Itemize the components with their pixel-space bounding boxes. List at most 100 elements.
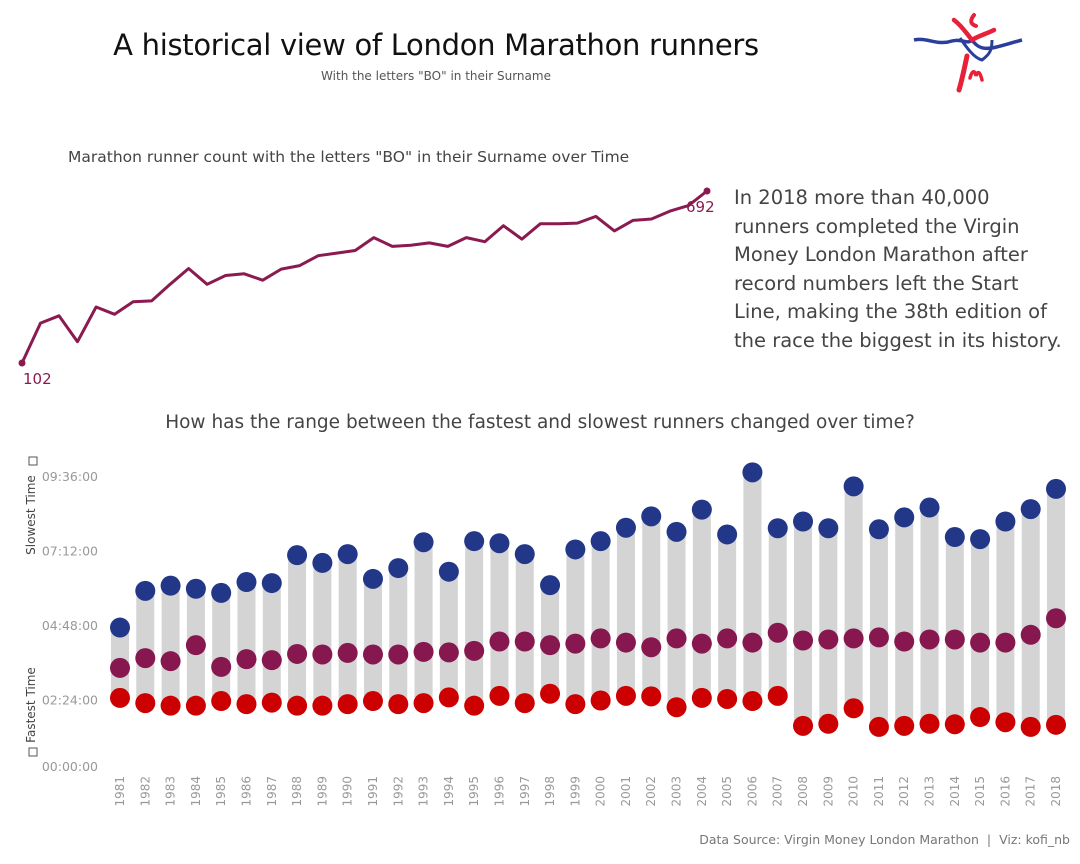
range-bar-1996: [490, 543, 509, 696]
middle-dot-1989: [312, 644, 333, 665]
slowest-dot-2008: [793, 511, 814, 532]
fastest-dot-1993: [413, 693, 434, 714]
x-tick-label: 1996: [492, 776, 506, 807]
slowest-dot-1993: [413, 532, 434, 553]
x-tick-label: 1999: [568, 776, 582, 807]
fastest-dot-1991: [362, 691, 383, 712]
slowest-dot-2015: [970, 529, 991, 550]
slowest-dot-1995: [464, 531, 485, 552]
x-tick-label: 1991: [366, 776, 380, 807]
x-tick-label: 1982: [138, 776, 152, 807]
middle-dot-1990: [337, 642, 358, 663]
fastest-dot-1982: [135, 693, 156, 714]
slowest-dot-1983: [160, 575, 181, 596]
x-tick-label: 2004: [695, 776, 709, 807]
range-bar-2013: [920, 507, 939, 724]
fastest-dot-2018: [1046, 714, 1066, 735]
middle-dot-2006: [742, 632, 763, 653]
middle-dot-1995: [464, 640, 485, 661]
sort-icon: [28, 456, 38, 466]
x-tick-label: 2013: [923, 776, 937, 807]
middle-dot-1997: [514, 631, 535, 652]
x-tick-label: 1984: [189, 776, 203, 807]
x-tick-label: 1989: [315, 776, 329, 807]
sort-icon: [28, 747, 38, 757]
slowest-dot-1991: [362, 568, 383, 589]
fastest-dot-2008: [793, 715, 814, 736]
x-tick-label: 1987: [265, 776, 279, 807]
slowest-dot-1988: [287, 545, 308, 566]
fastest-dot-1990: [337, 694, 358, 715]
slowest-dot-2000: [590, 531, 611, 552]
middle-dot-1984: [185, 635, 206, 656]
range-bar-1989: [313, 562, 332, 706]
range-bar-2001: [616, 527, 635, 696]
slowest-dot-2012: [894, 507, 915, 528]
x-tick-label: 2014: [948, 776, 962, 807]
slowest-dot-2005: [717, 524, 738, 545]
info-text: In 2018 more than 40,000 runners complet…: [734, 184, 1074, 355]
x-tick-label: 2000: [594, 776, 608, 807]
slowest-dot-1984: [185, 578, 206, 599]
slowest-dot-2010: [843, 476, 864, 497]
middle-dot-1988: [287, 643, 308, 664]
middle-dot-1994: [438, 642, 459, 663]
fastest-dot-2016: [995, 712, 1016, 733]
middle-dot-1999: [565, 633, 586, 654]
data-point-1981: [18, 359, 26, 367]
middle-dot-1991: [362, 644, 383, 665]
middle-dot-2013: [919, 629, 940, 650]
middle-dot-1993: [413, 641, 434, 662]
range-bar-2017: [1021, 509, 1040, 727]
middle-dot-1996: [489, 631, 510, 652]
x-tick-label: 2003: [670, 776, 684, 807]
range-bar-1991: [363, 578, 382, 702]
range-bar-2006: [743, 472, 762, 702]
slowest-dot-2017: [1020, 499, 1041, 520]
middle-dot-2003: [666, 628, 687, 649]
fastest-dot-2014: [944, 714, 965, 735]
middle-dot-2000: [590, 628, 611, 649]
x-tick-label: 1995: [467, 776, 481, 807]
page-title: A historical view of London Marathon run…: [113, 28, 759, 62]
fastest-dot-2009: [818, 713, 839, 734]
range-bar-1993: [414, 542, 433, 704]
middle-dot-2015: [970, 632, 991, 653]
slowest-dot-2018: [1046, 478, 1066, 499]
middle-dot-2012: [894, 631, 915, 652]
page-subtitle: With the letters "BO" in their Surname: [321, 69, 551, 83]
slowest-dot-2004: [691, 499, 712, 520]
slowest-dot-2006: [742, 462, 763, 483]
x-tick-label: 2007: [771, 776, 785, 807]
data-point-2018: [703, 187, 711, 195]
fastest-dot-1995: [464, 695, 485, 716]
line-chart-title: Marathon runner count with the letters "…: [68, 148, 630, 166]
range-bar-1986: [237, 582, 256, 705]
range-bar-1990: [338, 554, 357, 705]
x-tick-label: 1990: [341, 776, 355, 807]
slowest-dot-2007: [767, 518, 788, 539]
footer-credits: Data Source: Virgin Money London Maratho…: [699, 832, 1070, 847]
runner-count-line-chart: 102 692: [18, 187, 715, 388]
range-bar-1999: [566, 549, 585, 705]
x-tick-label: 2002: [644, 776, 658, 807]
slowest-dot-2014: [944, 527, 965, 548]
slowest-dot-1999: [565, 539, 586, 560]
y-axis-label-fastest: Fastest Time: [24, 667, 38, 743]
range-bar-1994: [439, 571, 458, 698]
range-bar-2003: [667, 531, 686, 708]
x-tick-label: 1992: [391, 776, 405, 807]
range-bar-1988: [288, 555, 307, 706]
middle-dot-2005: [717, 628, 738, 649]
range-bar-2005: [718, 534, 737, 699]
slowest-dot-1989: [312, 552, 333, 573]
fastest-dot-1992: [388, 694, 409, 715]
slowest-dot-2013: [919, 497, 940, 518]
range-bar-2016: [996, 521, 1015, 723]
fastest-dot-2015: [970, 707, 991, 728]
middle-dot-2001: [615, 632, 636, 653]
range-bar-2000: [591, 541, 610, 701]
x-tick-label: 2012: [897, 776, 911, 807]
x-tick-label: 1997: [518, 776, 532, 807]
y-tick-label: 02:24:00: [42, 693, 98, 708]
